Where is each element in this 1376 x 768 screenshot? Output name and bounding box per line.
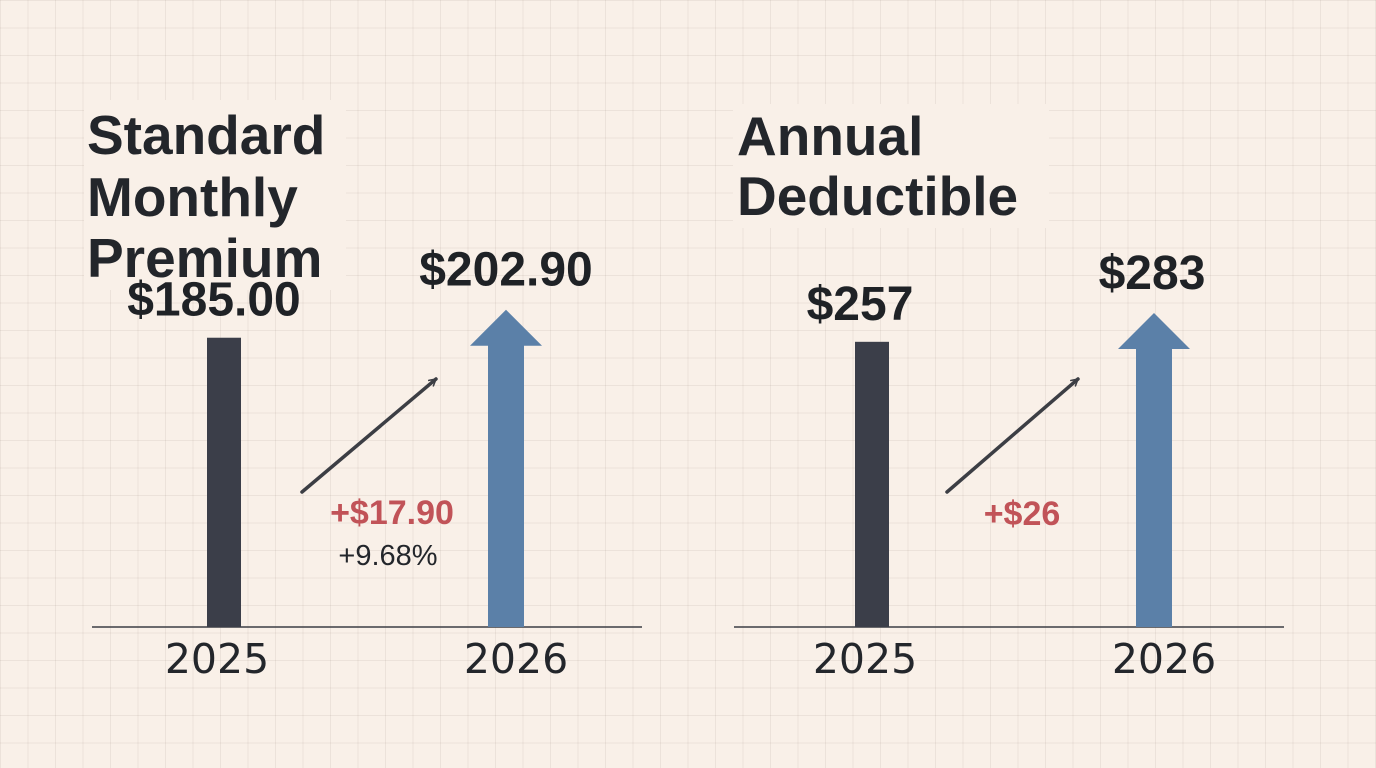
premium-title: Standard Monthly Premium bbox=[87, 104, 341, 289]
deductible-title-line-1: Annual bbox=[737, 105, 923, 167]
deductible-chart: Annual Deductible $257 $283 +$26 2025 20… bbox=[733, 104, 1284, 683]
premium-trend-arrow bbox=[300, 377, 438, 494]
deductible-title-backdrop bbox=[733, 104, 1049, 228]
premium-bar-2025 bbox=[207, 337, 241, 627]
deductible-value-2026: $283 bbox=[1099, 247, 1206, 300]
deductible-arrow-bar-2026 bbox=[1118, 312, 1190, 627]
deductible-bar-2025 bbox=[855, 341, 889, 627]
premium-title-line-2: Monthly bbox=[87, 166, 298, 228]
premium-chart: Standard Monthly Premium $185.00 $202.90… bbox=[84, 100, 642, 683]
deductible-tick-2025: 2025 bbox=[813, 635, 917, 683]
premium-title-line-1: Standard bbox=[87, 104, 325, 166]
deductible-title-line-2: Deductible bbox=[737, 165, 1018, 227]
premium-tick-2025: 2025 bbox=[165, 635, 269, 683]
premium-value-2025: $185.00 bbox=[127, 274, 301, 327]
premium-title-line-3: Premium bbox=[87, 227, 322, 289]
premium-title-backdrop bbox=[84, 100, 346, 290]
deductible-title: Annual Deductible bbox=[737, 105, 1018, 227]
deductible-trend-arrow bbox=[945, 377, 1080, 494]
deductible-tick-2026: 2026 bbox=[1112, 635, 1216, 683]
deductible-value-2025: $257 bbox=[807, 278, 914, 331]
premium-tick-2026: 2026 bbox=[464, 635, 568, 683]
premium-change-percent: +9.68% bbox=[338, 540, 437, 572]
premium-change-amount: +$17.90 bbox=[330, 494, 454, 532]
deductible-change-amount: +$26 bbox=[984, 495, 1061, 533]
premium-arrow-bar-2026 bbox=[470, 309, 542, 627]
premium-value-2026: $202.90 bbox=[419, 244, 593, 297]
